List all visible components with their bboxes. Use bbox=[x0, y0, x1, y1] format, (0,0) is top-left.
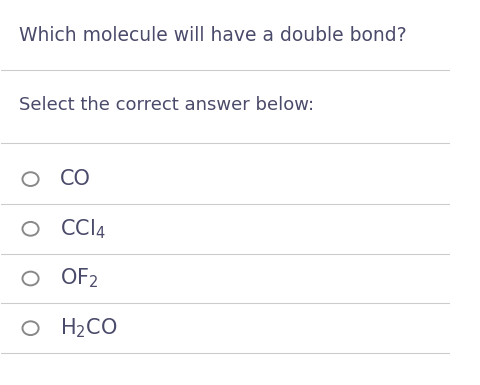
Text: CCl$_4$: CCl$_4$ bbox=[60, 217, 105, 241]
Text: H$_2$CO: H$_2$CO bbox=[60, 316, 117, 340]
Text: CO: CO bbox=[60, 169, 90, 189]
Text: OF$_2$: OF$_2$ bbox=[60, 267, 98, 290]
Text: Select the correct answer below:: Select the correct answer below: bbox=[19, 95, 314, 114]
Text: Which molecule will have a double bond?: Which molecule will have a double bond? bbox=[19, 26, 406, 45]
